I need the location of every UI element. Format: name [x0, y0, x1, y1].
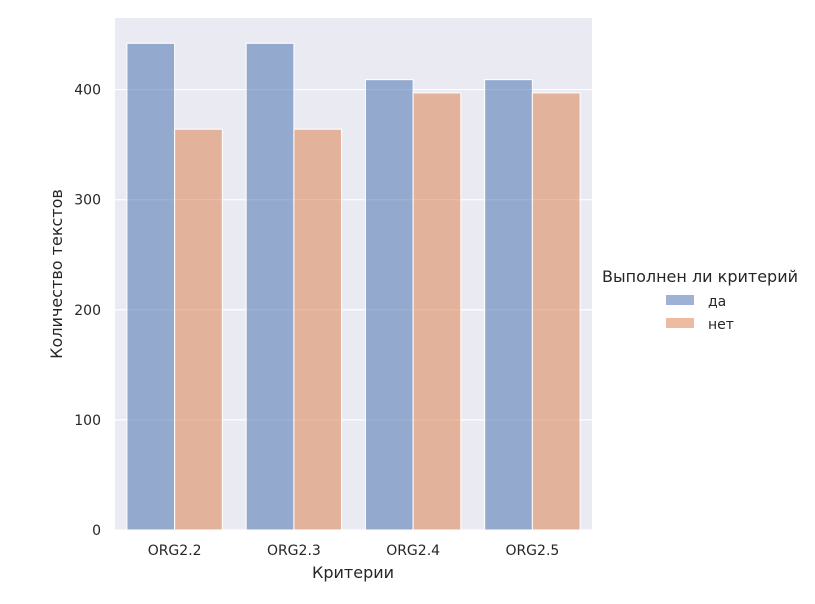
y-tick-label: 200: [74, 303, 101, 319]
legend-title: Выполнен ли критерий: [602, 267, 798, 286]
bars: [126, 42, 581, 531]
bar-нет-ORG2.3: [293, 128, 343, 531]
x-tick-label: ORG2.4: [386, 543, 440, 559]
x-axis-ticks: ORG2.2 ORG2.3 ORG2.4 ORG2.5: [148, 543, 560, 559]
y-tick-label: 400: [74, 83, 101, 99]
y-tick-label: 100: [74, 413, 101, 429]
bar-нет-ORG2.5: [531, 92, 581, 531]
y-tick-label: 300: [74, 193, 101, 209]
legend-swatch-нет: [666, 318, 694, 328]
legend-swatch-да: [666, 295, 694, 305]
x-tick-label: ORG2.3: [267, 543, 321, 559]
bar-да-ORG2.3: [245, 42, 295, 531]
x-tick-label: ORG2.2: [148, 543, 202, 559]
bar-нет-ORG2.2: [174, 128, 223, 531]
legend-label-да: да: [708, 294, 726, 310]
bar-да-ORG2.2: [126, 42, 176, 531]
bar-да-ORG2.5: [484, 79, 533, 531]
bar-да-ORG2.4: [364, 79, 414, 531]
legend-label-нет: нет: [708, 317, 734, 333]
bar-нет-ORG2.4: [412, 92, 462, 531]
x-tick-label: ORG2.5: [505, 543, 559, 559]
y-axis-label: Количество текстов: [47, 189, 66, 359]
y-axis-ticks: 0 100 200 300 400: [74, 83, 101, 539]
y-tick-label: 0: [92, 523, 101, 539]
x-axis-label: Критерии: [312, 563, 394, 582]
legend: Выполнен ли критерий да нет: [602, 267, 798, 333]
